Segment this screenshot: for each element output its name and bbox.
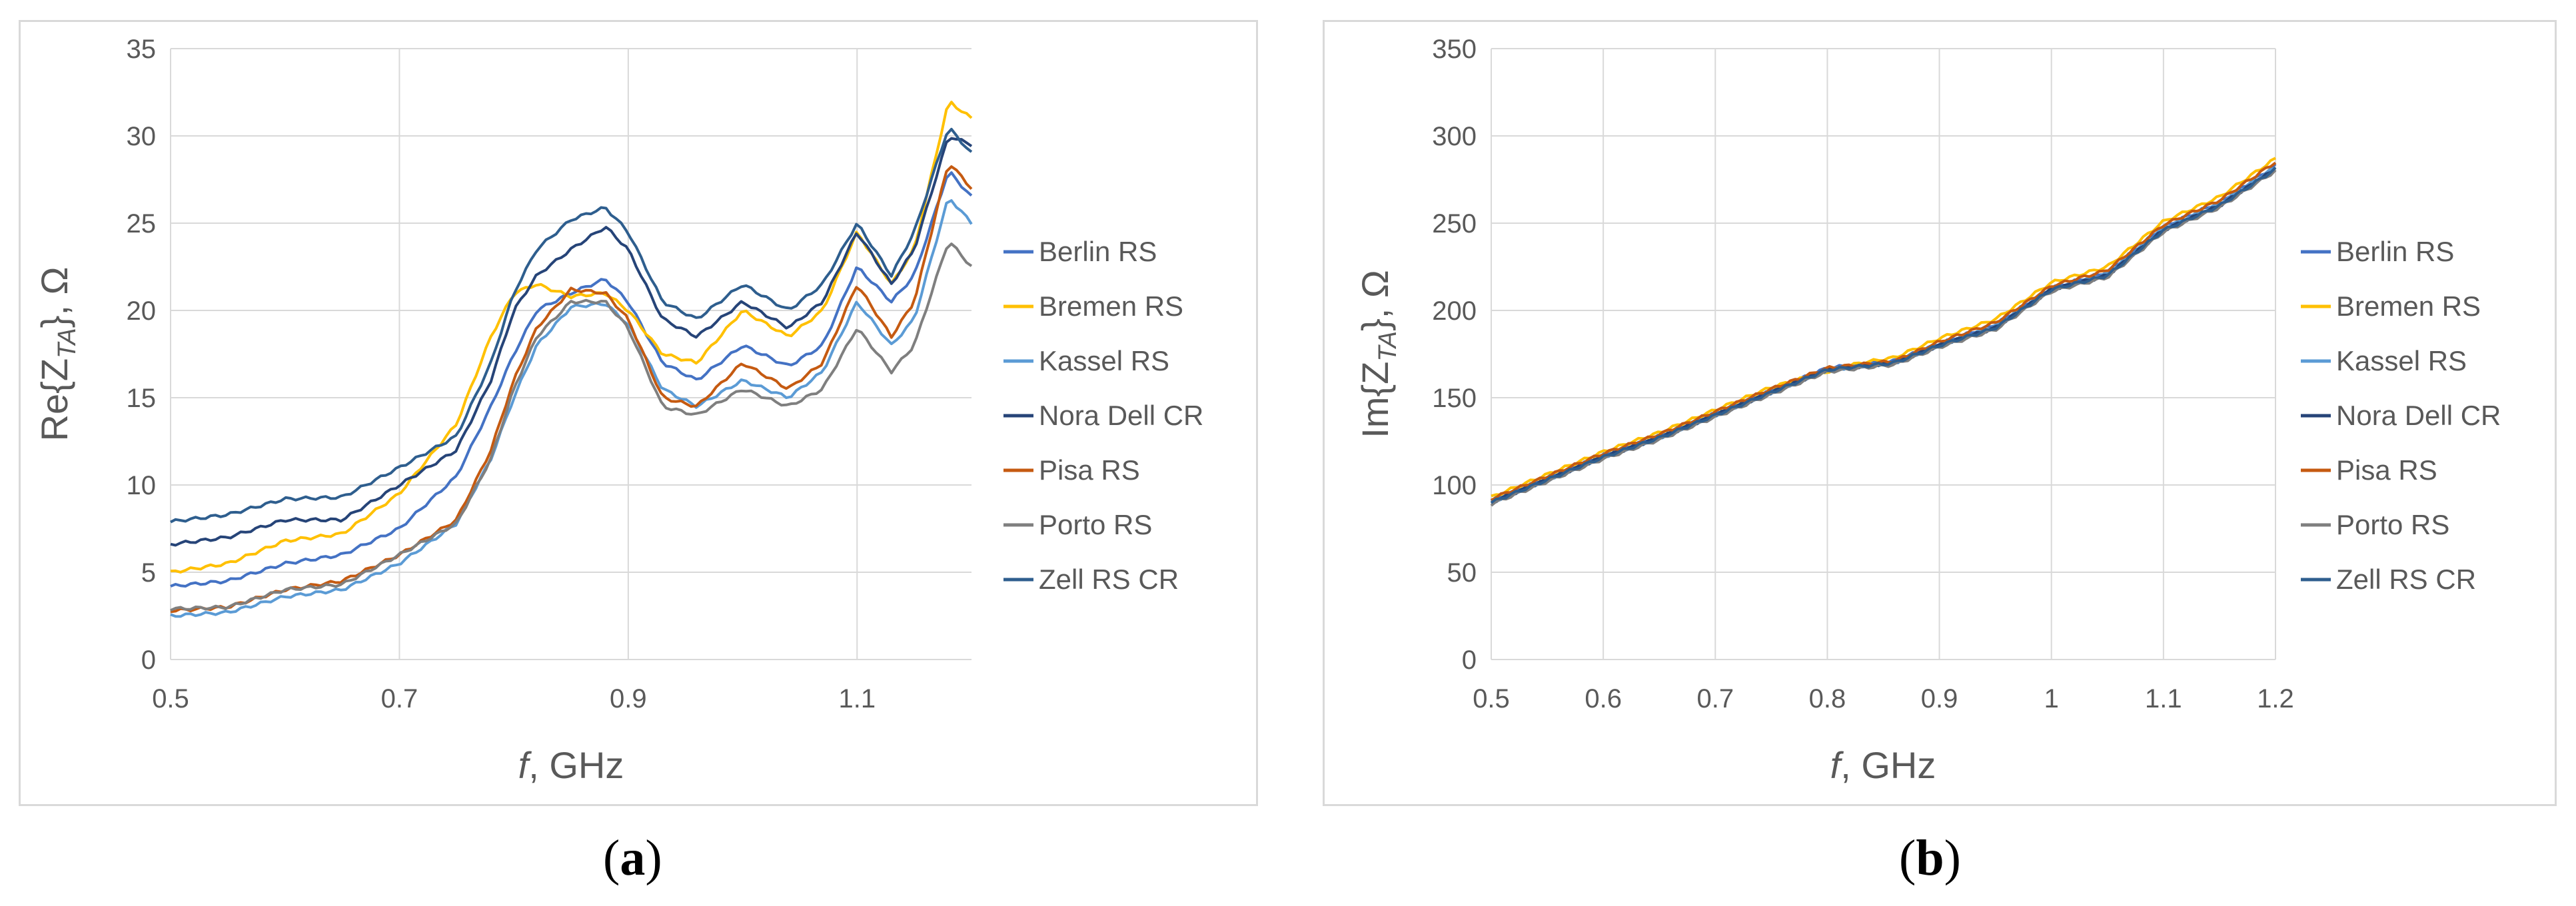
y-tick-label: 35 — [127, 35, 157, 64]
x-tick-label: 0.5 — [1473, 684, 1510, 713]
y-axis-title: Re{ZTA}, Ω — [33, 267, 81, 442]
legend-label: Pisa RS — [2336, 454, 2437, 486]
x-tick-label: 0.6 — [1585, 684, 1622, 713]
series-line-kassel-rs — [170, 199, 973, 618]
y-tick-label: 200 — [1432, 296, 1477, 326]
x-tick-label: 0.8 — [1809, 684, 1846, 713]
legend-label: Nora Dell CR — [2336, 400, 2501, 431]
caption-a-letter: a — [620, 830, 646, 886]
y-tick-label: 0 — [1462, 646, 1477, 675]
series-line-zell-rs-cr — [170, 127, 973, 524]
series-line-zell-rs-cr — [1490, 167, 2277, 504]
x-tick-label: 0.9 — [610, 684, 647, 713]
x-axis-title: f, GHz — [1830, 744, 1936, 786]
x-tick-label: 1 — [2044, 684, 2059, 713]
series-line-berlin-rs — [170, 171, 973, 588]
x-tick-label: 1.1 — [838, 684, 876, 713]
y-tick-label: 50 — [1447, 558, 1477, 588]
y-tick-label: 15 — [127, 384, 157, 413]
legend-label: Porto RS — [2336, 509, 2449, 540]
y-tick-label: 5 — [141, 558, 156, 588]
y-tick-label: 25 — [127, 209, 157, 238]
legend-label: Bremen RS — [2336, 290, 2481, 322]
legend-label: Zell RS CR — [2336, 564, 2476, 595]
legend-label: Pisa RS — [1039, 454, 1140, 486]
x-tick-label: 0.7 — [1696, 684, 1734, 713]
x-tick-label: 0.5 — [152, 684, 189, 713]
y-tick-label: 250 — [1432, 209, 1477, 238]
legend-label: Bremen RS — [1039, 290, 1183, 322]
x-tick-label: 1.2 — [2257, 684, 2294, 713]
y-tick-label: 150 — [1432, 384, 1477, 413]
caption-b: (b) — [1899, 830, 1961, 886]
legend-label: Berlin RS — [2336, 236, 2454, 267]
y-tick-label: 0 — [141, 646, 156, 675]
chart-panel-a: 0 5 10 15 20 25 30 35 0.5 0.7 0.9 1.1 Berlin RS Breme… — [19, 20, 1258, 806]
chart-panel-b: 0 50 100 150 200 250 300 350 0.5 0.6 0.7 0.8 0.9 1 1.1… — [1323, 20, 2557, 806]
chart-a: 0 5 10 15 20 25 30 35 0.5 0.7 0.9 1.1 Berlin RS Breme… — [33, 35, 1203, 786]
y-tick-label: 20 — [127, 296, 157, 326]
y-axis-title: Im{ZTA}, Ω — [1354, 270, 1402, 438]
legend-label: Kassel RS — [1039, 345, 1169, 376]
x-tick-label: 0.9 — [1921, 684, 1958, 713]
x-axis-title: f, GHz — [518, 744, 624, 786]
legend-label: Berlin RS — [1039, 236, 1157, 267]
y-tick-label: 350 — [1432, 35, 1477, 64]
y-tick-label: 100 — [1432, 471, 1477, 500]
legend-label: Porto RS — [1039, 509, 1152, 540]
series-line-nora-dell-cr — [170, 137, 973, 547]
x-tick-label: 1.1 — [2145, 684, 2182, 713]
caption-b-letter: b — [1916, 830, 1944, 886]
series-line-bremen-rs — [170, 101, 973, 574]
legend-label: Nora Dell CR — [1039, 400, 1203, 431]
y-tick-label: 30 — [127, 122, 157, 151]
legend-label: Kassel RS — [2336, 345, 2467, 376]
series-line-pisa-rs — [1491, 161, 2277, 502]
series-line-bremen-rs — [1491, 157, 2276, 498]
caption-a: (a) — [603, 830, 662, 886]
y-tick-label: 300 — [1432, 122, 1477, 151]
series-line-porto-rs — [170, 242, 973, 612]
y-tick-label: 10 — [127, 471, 157, 500]
x-tick-label: 0.7 — [381, 684, 418, 713]
legend-label: Zell RS CR — [1039, 564, 1179, 595]
chart-b: 0 50 100 150 200 250 300 350 0.5 0.6 0.7 0.8 0.9 1 1.1… — [1354, 35, 2501, 786]
